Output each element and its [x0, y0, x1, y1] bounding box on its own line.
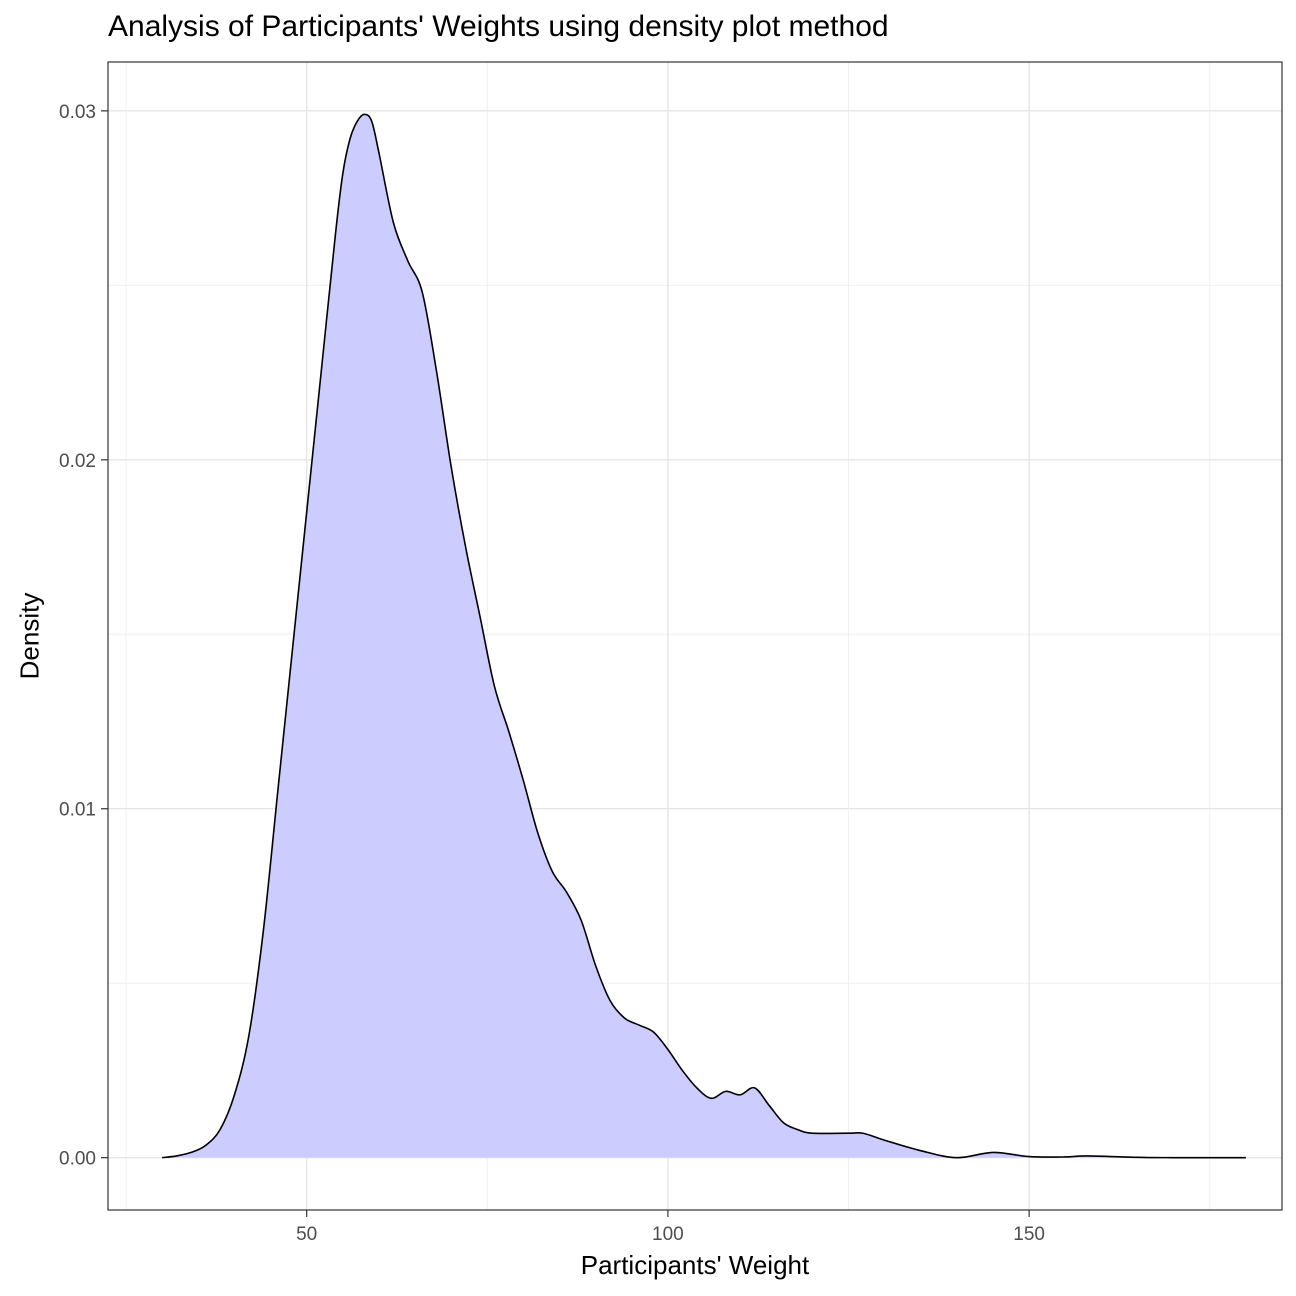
x-tick-label: 150 [1013, 1224, 1045, 1245]
panel-border [107, 61, 1283, 1211]
x-tick-label: 100 [652, 1224, 684, 1245]
y-axis-ticks: 0.00 0.01 0.02 0.03 [59, 102, 108, 1170]
density-curve [162, 113, 1246, 1159]
chart-title: Analysis of Participants' Weights using … [108, 10, 889, 43]
x-axis-ticks: 50 100 150 [296, 1210, 1045, 1245]
minor-grid [108, 62, 1282, 1210]
y-tick-label: 0.02 [59, 451, 96, 472]
density-area [162, 114, 1246, 1158]
y-axis-label: Density [14, 592, 45, 680]
y-tick-label: 0.03 [59, 102, 96, 123]
y-tick-label: 0.00 [59, 1149, 96, 1170]
x-axis-label: Participants' Weight [580, 1250, 810, 1280]
x-tick-label: 50 [296, 1224, 317, 1245]
y-tick-label: 0.01 [59, 800, 96, 821]
